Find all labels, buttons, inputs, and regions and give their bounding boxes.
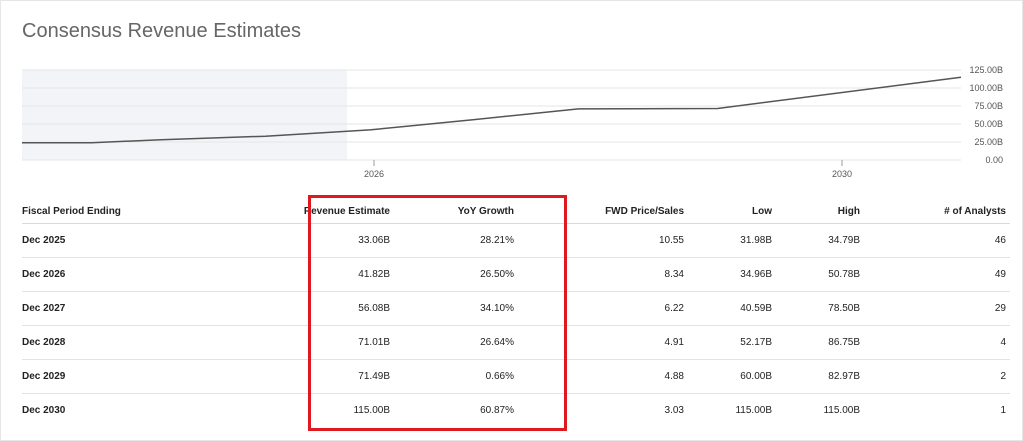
low-cell: 40.59B bbox=[688, 291, 776, 326]
revenue-estimate-cell: 71.01B bbox=[252, 325, 394, 360]
y-tick-label: 100.00B bbox=[969, 83, 1003, 93]
page-title: Consensus Revenue Estimates bbox=[22, 20, 302, 42]
y-tick-label: 50.00B bbox=[974, 119, 1003, 129]
yoy-growth-cell: 0.66% bbox=[394, 359, 518, 394]
fwd-price-sales-cell: 3.03 bbox=[664, 405, 684, 416]
high-cell: 115.00B bbox=[823, 405, 860, 416]
chart-shaded-region bbox=[22, 70, 347, 160]
analysts-cell: 4 bbox=[864, 325, 1010, 360]
fwd-price-sales-cell: 8.34 bbox=[518, 257, 688, 292]
low-cell: 31.98B bbox=[688, 223, 776, 258]
revenue-estimate-cell: 33.06B bbox=[252, 223, 394, 258]
x-tick-label: 2026 bbox=[364, 169, 384, 179]
col-fwd-price-sales[interactable]: FWD Price/Sales bbox=[518, 199, 688, 224]
revenue-estimate-cell: 41.82B bbox=[252, 257, 394, 292]
fiscal-period-cell: Dec 2026 bbox=[22, 257, 252, 292]
table-row: Dec 2026 41.82B 26.50% 8.34 34.96B 50.78B 49 bbox=[22, 257, 1010, 292]
analysts-cell: 2 bbox=[864, 359, 1010, 394]
fiscal-period-cell: Dec 2025 bbox=[22, 223, 252, 258]
table-header-row: Fiscal Period Ending Revenue Estimate Yo… bbox=[22, 199, 1010, 224]
revenue-line-chart: 125.00B 100.00B 75.00B 50.00B 25.00B 0.00 202… bbox=[22, 65, 1003, 179]
revenue-estimate-cell: 71.49B bbox=[252, 359, 394, 394]
table-row: Dec 2029 71.49B 0.66% 4.88 60.00B 82.97B 2 bbox=[22, 359, 1010, 394]
col-high[interactable]: High bbox=[776, 199, 864, 224]
col-yoy-growth[interactable]: YoY Growth bbox=[394, 199, 518, 224]
fwd-price-sales-cell: 4.88 bbox=[518, 359, 688, 394]
col-analysts[interactable]: # of Analysts bbox=[864, 199, 1010, 224]
analysts-cell: 49 bbox=[864, 257, 1010, 292]
low-cell: 52.17B bbox=[688, 325, 776, 360]
high-cell: 78.50B bbox=[776, 291, 864, 326]
y-tick-label: 0.00 bbox=[985, 155, 1003, 165]
analysts-cell: 29 bbox=[864, 291, 1010, 326]
low-cell: 60.00B bbox=[688, 359, 776, 394]
analysts-cell: 46 bbox=[864, 223, 1010, 258]
y-tick-label: 75.00B bbox=[974, 101, 1003, 111]
revenue-estimate-cell: 56.08B bbox=[252, 291, 394, 326]
fiscal-period-cell: Dec 2027 bbox=[22, 291, 252, 326]
yoy-growth-cell: 28.21% bbox=[394, 223, 518, 258]
low-cell: 34.96B bbox=[688, 257, 776, 292]
table-row: Dec 2028 71.01B 26.64% 4.91 52.17B 86.75B 4 bbox=[22, 325, 1010, 360]
table-row: Dec 2030 115.00B 60.87% 3.03 115.00B 115.00B 1 bbox=[22, 394, 1010, 428]
fwd-price-sales-cell: 4.91 bbox=[518, 325, 688, 360]
low-cell: 115.00B bbox=[735, 405, 772, 416]
estimates-table: Fiscal Period Ending Revenue Estimate Yo… bbox=[22, 199, 1010, 427]
fiscal-period-cell: Dec 2028 bbox=[22, 325, 252, 360]
y-tick-label: 25.00B bbox=[974, 137, 1003, 147]
revenue-estimate-cell: 115.00B bbox=[353, 405, 390, 416]
high-cell: 82.97B bbox=[776, 359, 864, 394]
col-revenue-estimate[interactable]: Revenue Estimate bbox=[252, 199, 394, 224]
yoy-growth-cell: 26.50% bbox=[394, 257, 518, 292]
table-row: Dec 2025 33.06B 28.21% 10.55 31.98B 34.79B 46 bbox=[22, 223, 1010, 258]
col-fiscal-period[interactable]: Fiscal Period Ending bbox=[22, 199, 252, 224]
col-low[interactable]: Low bbox=[688, 199, 776, 224]
fwd-price-sales-cell: 10.55 bbox=[518, 223, 688, 258]
high-cell: 34.79B bbox=[776, 223, 864, 258]
table-row: Dec 2027 56.08B 34.10% 6.22 40.59B 78.50B 29 bbox=[22, 291, 1010, 326]
revenue-series-line bbox=[22, 76, 962, 144]
yoy-growth-cell: 34.10% bbox=[394, 291, 518, 326]
fiscal-period-cell: Dec 2029 bbox=[22, 359, 252, 394]
x-tick-label: 2030 bbox=[832, 169, 852, 179]
fwd-price-sales-cell: 6.22 bbox=[518, 291, 688, 326]
fiscal-period-cell: Dec 2030 bbox=[22, 405, 66, 416]
analysts-cell: 1 bbox=[1000, 405, 1006, 416]
high-cell: 86.75B bbox=[776, 325, 864, 360]
yoy-growth-cell: 60.87% bbox=[480, 405, 514, 416]
yoy-growth-cell: 26.64% bbox=[394, 325, 518, 360]
high-cell: 50.78B bbox=[776, 257, 864, 292]
y-tick-label: 125.00B bbox=[969, 65, 1003, 75]
